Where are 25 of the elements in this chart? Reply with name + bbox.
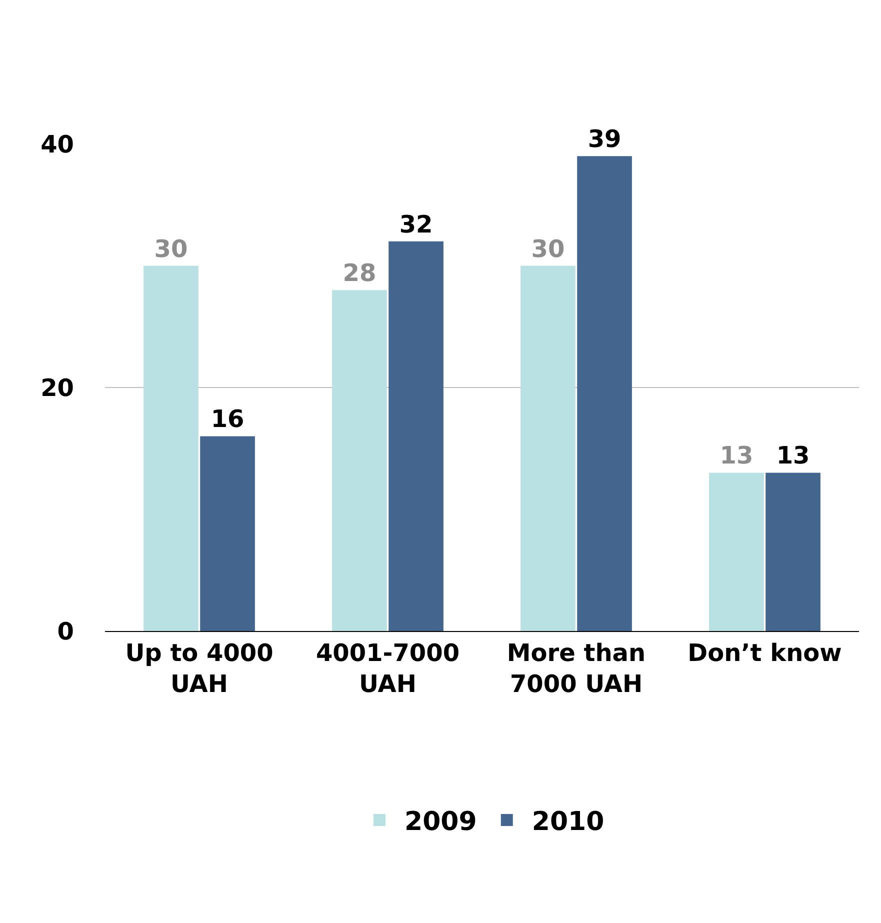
bar	[332, 290, 387, 631]
data-label: 16	[210, 405, 244, 434]
data-label: 32	[399, 210, 433, 238]
x-tick-label: 4001-7000 UAH	[316, 638, 460, 698]
bar	[766, 472, 820, 631]
x-tick-label: More than 7000 UAH	[506, 638, 646, 698]
legend-label: 2009	[404, 807, 477, 838]
y-tick-label: 40	[40, 130, 74, 158]
data-label: 13	[720, 442, 754, 470]
data-label: 28	[342, 259, 376, 288]
bar	[577, 156, 632, 631]
bar	[520, 266, 576, 631]
data-label: 30	[154, 234, 188, 263]
data-label: 13	[776, 442, 810, 470]
x-tick-label: Up to 4000 UAH	[125, 638, 274, 698]
x-tick-label: Don’t know	[688, 638, 842, 667]
bar	[200, 436, 255, 631]
data-label: 39	[588, 125, 622, 154]
y-tick-label: 0	[57, 617, 74, 646]
bar	[388, 241, 444, 631]
y-tick-label: 20	[40, 374, 74, 402]
data-label: 30	[531, 234, 565, 263]
legend-label: 2010	[532, 807, 604, 838]
bar	[144, 266, 198, 631]
bar	[709, 472, 764, 631]
